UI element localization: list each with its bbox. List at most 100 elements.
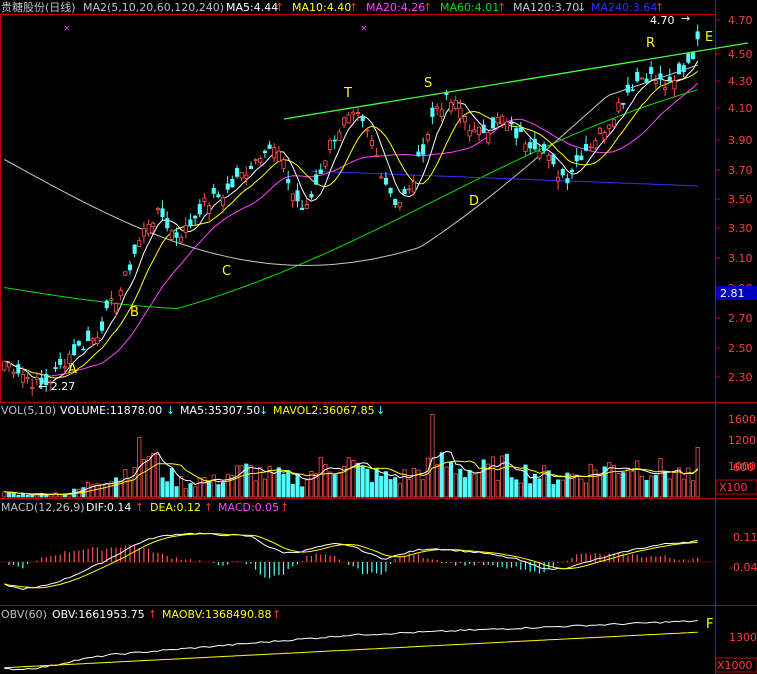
candle-up [151,222,156,227]
volume-bar [197,477,202,498]
volume-bar [193,486,198,498]
volume-bar [225,473,230,498]
candle-down [565,178,570,184]
candle-down [681,65,686,72]
price-axis-ticks: 4.70 4.50 4.30 4.10 3.90 3.70 3.50 3.30 … [728,14,753,384]
arrow-down-icon: ↓ [376,404,385,417]
candle-down [635,71,640,82]
candle-up [146,223,151,235]
candle-up [62,366,67,369]
label-c: C [222,264,231,279]
volume-bar [346,457,351,498]
volume-bar [532,473,537,498]
candle-down [630,89,635,92]
volume-bar [109,481,114,498]
volume-bar [183,488,188,498]
candle-up [7,362,12,368]
volume-bar [202,476,207,498]
macd-dif-line [4,532,698,591]
volume-bar [369,482,374,498]
volume-bar [523,464,528,498]
pattern-annotations: A B C T S D R E F [68,30,713,632]
price-tick: 4.10 [728,102,753,115]
candle-up [341,117,347,126]
candle-down [560,169,565,176]
candle-up [365,129,370,132]
volume-bar [677,467,682,498]
label-d: D [469,194,479,209]
volume-bar [430,413,435,498]
volume-bar [20,493,25,498]
volume-bar [295,473,300,498]
volume-bar [602,466,607,498]
vol-tick-600: 600 [733,461,754,474]
ma60-line [4,89,698,310]
candle-up [672,80,677,90]
price-tick: 3.70 [728,164,753,177]
volume-bar [444,466,449,498]
volume-bar [169,468,174,498]
macd-series [0,532,715,591]
ma60-label: MA60:4.01 [440,1,499,14]
candle-up [276,150,281,162]
volume-bar [435,464,440,498]
candle-down [644,78,649,83]
arrow-up-icon: ↑ [148,608,157,621]
label-e: E [705,30,713,45]
volume-bar [462,477,468,498]
candle-down [230,178,235,188]
macd-legend: MACD(12,26,9) DIF:0.14 ↑ DEA:0.12 ↑ MACD… [1,501,289,514]
candle-down [16,364,21,374]
candle-down [649,67,654,74]
candle-up [523,143,528,152]
volume-bar [67,492,72,498]
volume-bar [16,494,21,498]
current-price-label: 2.81 [720,287,745,300]
candle-down [58,358,63,365]
ma120-line [4,64,698,266]
candle-up [114,302,119,313]
volume-bar [402,469,407,498]
ma10-label: MA10:4.40 [292,1,351,14]
price-tick: 2.30 [728,371,753,384]
volume-bar [151,452,156,498]
candle-down [677,63,682,75]
arrow-up-icon: ↑ [349,1,358,14]
obv-maobv: MAOBV:1368490.88 [162,608,272,621]
candle-down [686,53,691,63]
volume-bar [234,465,240,498]
candle-up [304,204,309,209]
candle-down [174,232,179,238]
volume-bar [132,467,137,498]
arrow-up-icon: ↑ [135,501,144,514]
candle-down [44,374,49,386]
ma120-label: MA120:3.70 [513,1,579,14]
moving-average-lines [4,60,699,384]
volume-bar [537,478,542,498]
candle-down [360,116,365,122]
volume-bar [323,464,328,498]
volume-bar [500,455,505,498]
volume-bar [220,482,226,498]
candle-up [327,139,333,150]
volume-bar [621,472,626,498]
vol-unit-box [715,479,757,495]
candle-up [611,119,616,127]
high-arrow-icon: → [681,12,690,25]
candle-up [602,132,607,140]
current-price-box [716,286,757,300]
candle-up [472,129,477,133]
candle-down [127,264,133,271]
candle-down [542,144,547,151]
candle-down [216,194,221,198]
volume-bar [253,480,258,498]
candle-down [81,348,86,351]
arrow-up-icon: ↑ [423,1,432,14]
candle-up [118,290,123,297]
main-panel-frame [0,14,716,403]
volume-bar [211,474,216,498]
volume-bar [2,491,7,498]
volume-bar [309,470,314,498]
candle-down [234,167,240,177]
